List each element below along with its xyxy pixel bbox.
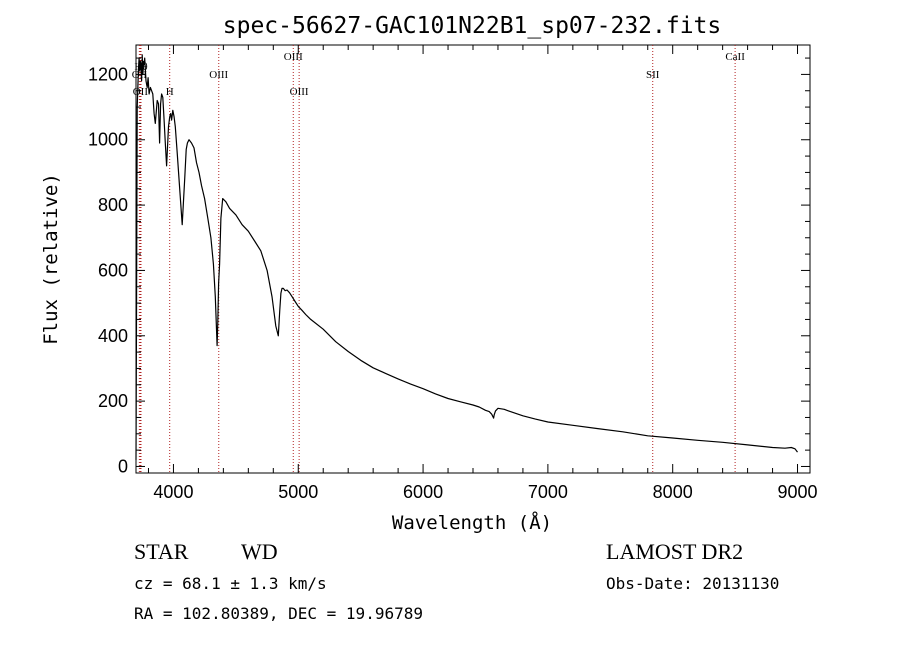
x-tick-label: 7000 xyxy=(528,482,568,502)
y-tick-label: 1200 xyxy=(88,64,128,84)
emission-line-label: OIII xyxy=(284,51,303,63)
emission-line-label: CaII xyxy=(725,51,745,63)
y-axis: 0 200 400 600 800 1000 1200 xyxy=(88,57,810,476)
y-tick-label: 400 xyxy=(98,326,128,346)
x-tick-label: 4000 xyxy=(153,482,193,502)
plot-frame xyxy=(135,44,811,474)
emission-line-label: H xyxy=(166,86,174,98)
survey-label: LAMOST DR2 xyxy=(606,539,743,564)
redshift-text: cz = 68.1 ± 1.3 km/s xyxy=(134,574,327,593)
emission-line-label: OII xyxy=(133,86,149,98)
x-tick-label: 9000 xyxy=(777,482,817,502)
x-tick-label: 6000 xyxy=(403,482,443,502)
emission-line-label: SII xyxy=(646,69,660,81)
x-tick-label: 8000 xyxy=(653,482,693,502)
y-tick-label: 0 xyxy=(118,456,128,476)
coordinates-text: RA = 102.80389, DEC = 19.96789 xyxy=(134,604,423,623)
emission-line-label: OIII xyxy=(209,69,228,81)
spectrum-series xyxy=(135,54,798,460)
y-tick-label: 200 xyxy=(98,391,128,411)
x-axis: 4000 5000 6000 7000 8000 9000 xyxy=(147,45,818,502)
spectrum-line xyxy=(135,54,798,460)
x-axis-title: Wavelength (Å) xyxy=(392,511,552,534)
info-block: STAR WD cz = 68.1 ± 1.3 km/s RA = 102.80… xyxy=(134,539,779,623)
object-class: STAR xyxy=(134,539,189,564)
object-subclass: WD xyxy=(241,539,278,564)
chart-title: spec-56627-GAC101N22B1_sp07-232.fits xyxy=(223,13,722,39)
y-tick-label: 600 xyxy=(98,260,128,280)
emission-line-label: OIII xyxy=(290,86,309,98)
y-tick-label: 800 xyxy=(98,195,128,215)
y-axis-title: Flux (relative) xyxy=(40,173,62,345)
x-tick-label: 5000 xyxy=(278,482,318,502)
y-tick-label: 1000 xyxy=(88,130,128,150)
obs-date-text: Obs-Date: 20131130 xyxy=(606,574,779,593)
